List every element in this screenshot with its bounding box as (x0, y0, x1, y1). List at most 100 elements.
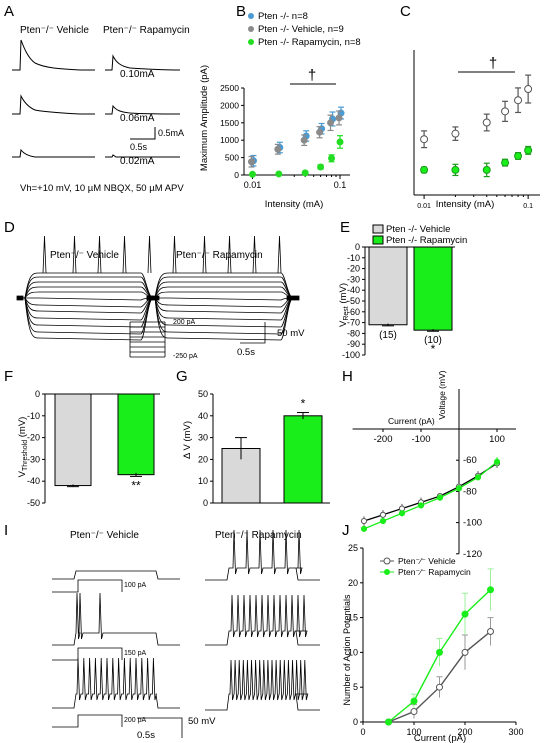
legend-e-label-1: Pten -/- Rapamycin (386, 235, 467, 246)
axesG-ytick-label-5: 50 (198, 389, 208, 399)
axes-g: 0 10 20 30 40 50 * (198, 389, 330, 508)
scale-bar-d (240, 322, 266, 344)
axes-f: 0 -10 -20 -30 -40 -50 ** (27, 389, 160, 508)
panel-letter-b: B (236, 3, 246, 20)
legend-j-marker-1 (384, 569, 390, 575)
panel-f: 0 -10 -20 -30 -40 -50 ** VThreshold (mV) (17, 389, 160, 508)
axesC-point-1-4 (514, 151, 523, 160)
step-protocols-i (52, 579, 183, 738)
trace-a-rap-2 (105, 104, 181, 115)
h-point-1-1 (379, 517, 387, 525)
step-label-i-2: 200 pA (124, 717, 147, 724)
d-rap-trace-2 (151, 297, 294, 328)
axesC-point-1-3 (501, 158, 510, 167)
d-rap-spike-2 (227, 235, 232, 274)
d-veh-trace-10 (21, 276, 154, 299)
d-veh-trace-5 (21, 297, 154, 308)
axesE-bar-1 (413, 246, 453, 331)
panel-d-rapamycin-label: Pten⁻/⁻ Rapamycin (176, 250, 263, 261)
panel-letter-e: E (340, 219, 350, 236)
step-top-d: 200 pA (173, 319, 196, 326)
h-ytick-label-3: -120 (463, 549, 482, 560)
panel-g: 0 10 20 30 40 50 * Δ V (mV) (182, 389, 330, 508)
h-point-0-1 (379, 511, 387, 518)
d-rap-trace-8 (151, 286, 294, 299)
axesE-ytick-label-0: 0 (355, 242, 360, 252)
legend-b-swatch-2 (248, 39, 254, 45)
panel-letter-j: J (342, 522, 350, 539)
d-veh-spike-1 (72, 235, 77, 274)
i-veh-2 (52, 592, 180, 646)
current-label-1: 0.06mA (120, 113, 155, 124)
step-protocol-d (129, 321, 266, 358)
panel-letter-c: C (400, 3, 411, 20)
j-ytick-label-4: 20 (348, 578, 358, 588)
d-veh-trace-11 (21, 272, 154, 299)
panel-letter-f: F (4, 368, 13, 385)
panel-letter-i: I (4, 522, 8, 539)
d-veh-trace-1 (21, 297, 154, 335)
axesE-ytick-label-8: -80 (347, 328, 360, 338)
d-rap-trace-4 (151, 297, 294, 314)
j-xtick-label-2: 200 (457, 727, 472, 737)
axesG-bar-1 (283, 415, 323, 504)
h-ytick-label-1: -80 (463, 486, 477, 497)
d-veh-spike-0 (42, 235, 47, 274)
axesB-point-1-1 (274, 145, 282, 153)
axes-c: 0.01 0.1 (413, 50, 540, 210)
step-bottom-d: -250 pA (173, 353, 198, 360)
axesC-point-0-4 (514, 96, 523, 105)
legend-b-swatch-0 (248, 13, 254, 19)
axesB-point-2-0 (248, 170, 256, 178)
ylabel-b: Maximum Amplitude (pA) (199, 65, 210, 171)
dagger-b: † (308, 67, 316, 84)
axesB-point-1-3 (316, 128, 324, 136)
axesB-point-2-4 (328, 154, 336, 162)
j-xtick-label-1: 100 (406, 727, 421, 737)
panel-letter-a: A (4, 3, 14, 20)
d-veh-trace-8 (21, 286, 154, 299)
d-rap-trace-9 (151, 281, 294, 299)
axes-b: 0 500 1000 1500 2000 2500 0.01 0.1 (220, 83, 350, 190)
scale-i-y: 50 mV (188, 716, 216, 727)
legend-e-swatch-0 (372, 224, 384, 234)
h-xtick-label-1: -100 (411, 434, 430, 445)
step-protocol-lines (129, 321, 166, 358)
h-ytick-label-2: -100 (463, 518, 482, 529)
i-rap-1 (205, 529, 320, 581)
legend-j: Pten⁻⁄⁻ Vehicle Pten⁻⁄⁻ Rapamycin (380, 556, 471, 577)
axesC-point-0-5 (524, 85, 533, 94)
legend-e: Pten -/- Vehicle Pten -/- Rapamycin (372, 224, 467, 246)
panel-a-footer: Vh=+10 mV, 10 µM NBQX, 50 µM APV (20, 183, 184, 194)
j-ytick-label-2: 10 (348, 647, 358, 657)
legend-b-swatch-1 (248, 26, 254, 32)
axesE-ytick-label-1: -10 (347, 253, 360, 263)
panel-a-rapamycin-label: Pten⁻/⁻ Rapamycin (103, 25, 190, 36)
axesB-point-1-0 (247, 158, 255, 166)
d-veh-trace-6 (21, 297, 154, 301)
d-rap-spike-1 (202, 235, 207, 274)
trace-a-veh-1 (12, 39, 95, 71)
i-veh-1 (52, 570, 180, 580)
d-rap-trace-6 (151, 297, 294, 301)
panel-a-traces (12, 39, 181, 158)
panel-letter-g: G (176, 368, 188, 385)
d-rap-trace-3 (151, 297, 294, 321)
h-xtick-label-2: 100 (489, 434, 505, 445)
trace-a-veh-3 (12, 148, 95, 158)
axesC-point-0-0 (420, 135, 429, 144)
axesG-sig-1: * (301, 397, 306, 411)
panel-j: Pten⁻⁄⁻ Vehicle Pten⁻⁄⁻ Rapamycin 0 5 10 15… (342, 543, 524, 743)
axes-e: 0-10-20-30-40-50-60-70-80-90-100 (15) (10)… (342, 242, 455, 360)
j-ytick-label-0: 0 (353, 717, 358, 727)
trace-a-veh-2 (12, 94, 95, 115)
axesF-sig-1: ** (131, 478, 141, 492)
axesB-point-1-2 (300, 136, 308, 144)
panel-i-vehicle-label: Pten⁻/⁻ Vehicle (70, 530, 139, 541)
axesE-count-0: (15) (379, 330, 397, 341)
panel-letters: A B C D E F G H I J (4, 3, 411, 539)
axesE-ytick-label-3: -30 (347, 274, 360, 284)
legend-j-label-0: Pten⁻⁄⁻ Vehicle (398, 556, 456, 566)
axesG-ytick-label-1: 10 (198, 476, 208, 486)
scale-bar-a (130, 127, 156, 140)
